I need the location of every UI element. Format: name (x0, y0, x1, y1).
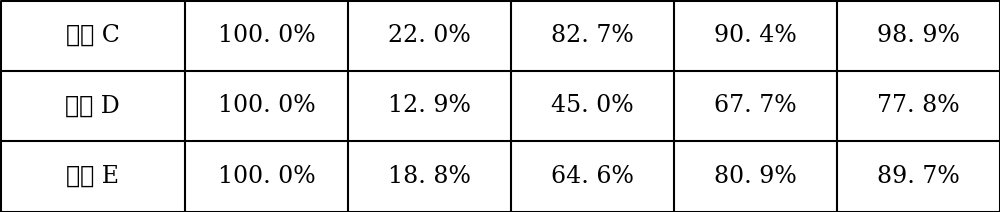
Text: 82. 7%: 82. 7% (551, 24, 634, 47)
Text: 67. 7%: 67. 7% (714, 95, 797, 117)
Text: 堆垃 C: 堆垃 C (66, 24, 119, 47)
Text: 100. 0%: 100. 0% (218, 95, 315, 117)
Text: 98. 9%: 98. 9% (877, 24, 960, 47)
Text: 77. 8%: 77. 8% (877, 95, 960, 117)
Text: 90. 4%: 90. 4% (714, 24, 797, 47)
Text: 22. 0%: 22. 0% (388, 24, 471, 47)
Text: 80. 9%: 80. 9% (714, 165, 797, 188)
Text: 堆垃 E: 堆垃 E (66, 165, 119, 188)
Text: 堆垃 D: 堆垃 D (65, 95, 120, 117)
Text: 100. 0%: 100. 0% (218, 165, 315, 188)
Text: 18. 8%: 18. 8% (388, 165, 471, 188)
Text: 100. 0%: 100. 0% (218, 24, 315, 47)
Text: 89. 7%: 89. 7% (877, 165, 960, 188)
Text: 12. 9%: 12. 9% (388, 95, 471, 117)
Text: 45. 0%: 45. 0% (551, 95, 634, 117)
Text: 64. 6%: 64. 6% (551, 165, 634, 188)
